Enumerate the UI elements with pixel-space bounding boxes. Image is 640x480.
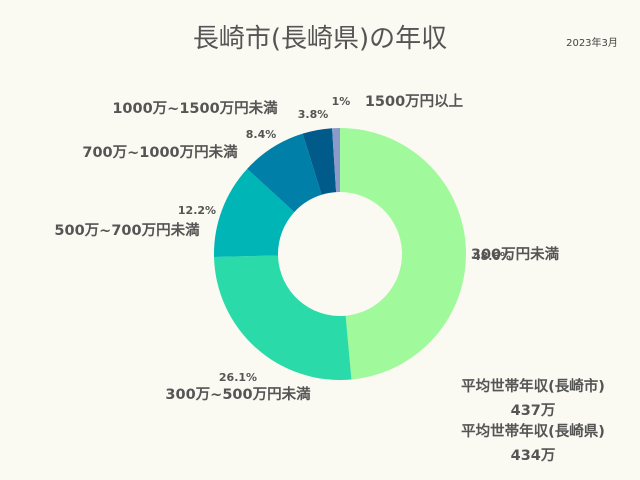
- donut-slices: [213, 128, 467, 380]
- slice-5: [332, 128, 340, 193]
- category-label-4: 1000万~1500万円未満: [112, 99, 278, 117]
- percent-label-4: 3.8%: [298, 108, 329, 121]
- category-label-2: 500万~700万円未満: [54, 221, 200, 239]
- slice-3: [247, 133, 322, 213]
- avg-prefecture-label: 平均世帯年収(長崎県): [461, 422, 605, 440]
- avg-city-label: 平均世帯年収(長崎市): [461, 377, 605, 395]
- slice-4: [302, 128, 337, 195]
- category-label-0: 300万円未満: [471, 245, 560, 263]
- percent-label-1: 26.1%: [219, 371, 257, 384]
- category-label-3: 700万~1000万円未満: [82, 143, 238, 161]
- percent-label-5: 1%: [332, 95, 351, 108]
- percent-label-3: 8.4%: [246, 128, 277, 141]
- avg-prefecture-value: 434万: [511, 447, 556, 464]
- percent-label-2: 12.2%: [178, 204, 216, 217]
- chart-title: 長崎市(長崎県)の年収: [193, 24, 447, 54]
- slice-2: [213, 168, 295, 257]
- slice-1: [214, 255, 352, 380]
- category-label-1: 300万~500万円未満: [165, 385, 311, 403]
- category-label-5: 1500万円以上: [365, 93, 464, 110]
- slice-0: [340, 128, 467, 380]
- chart-date: 2023年3月: [566, 36, 618, 49]
- percent-label-0: 48.6%: [473, 250, 511, 263]
- avg-city-value: 437万: [511, 402, 556, 419]
